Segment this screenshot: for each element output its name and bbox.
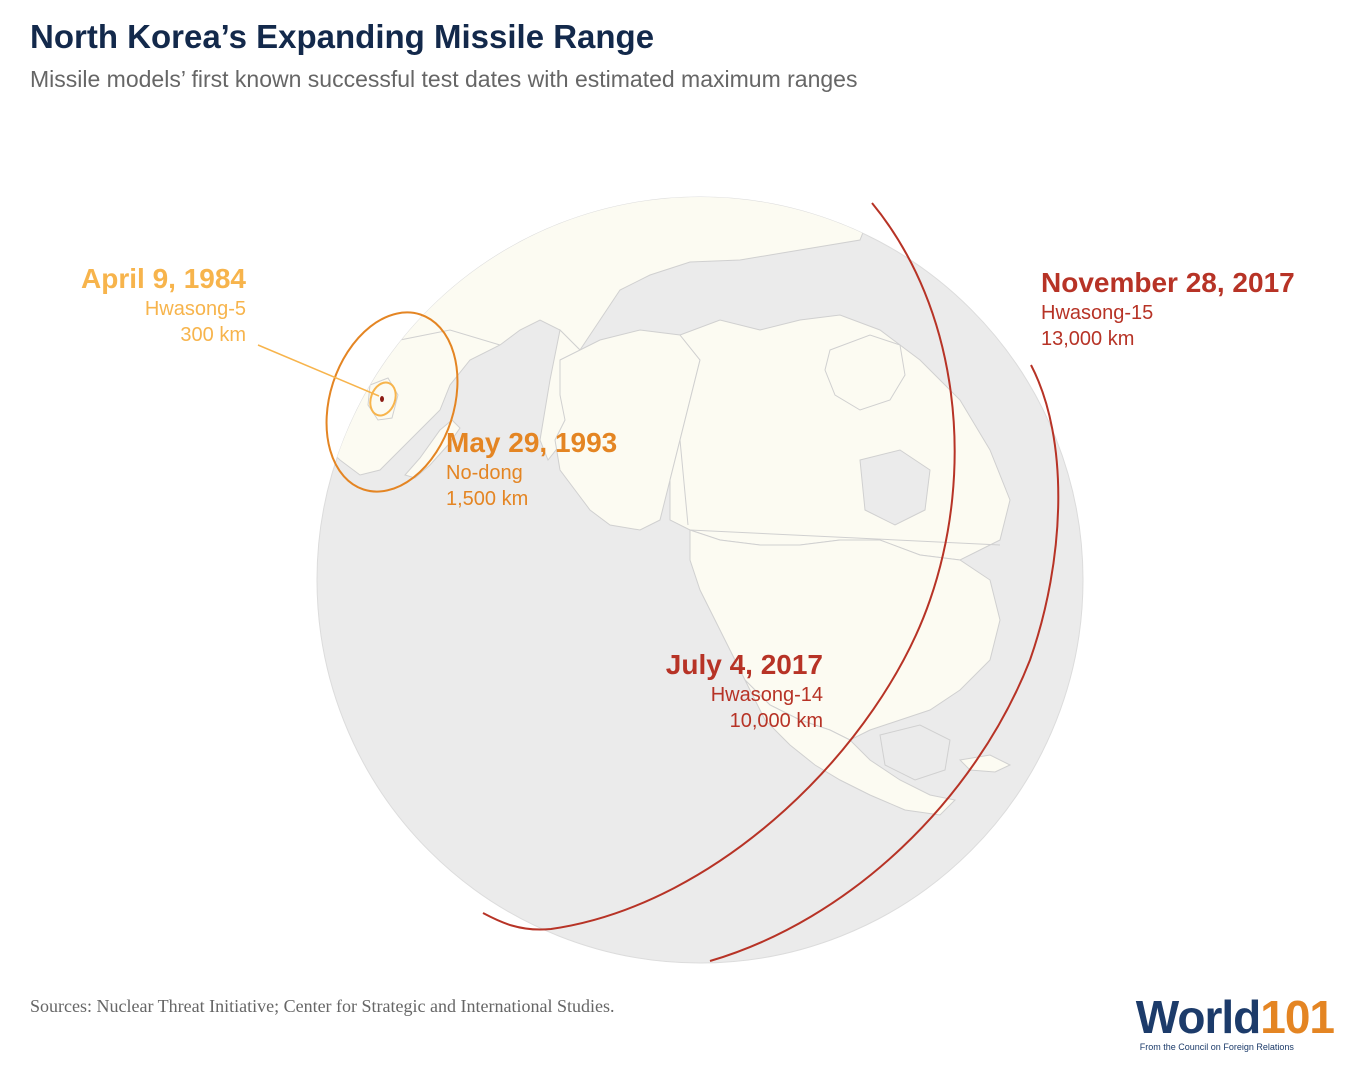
page-subtitle: Missile models’ first known successful t… bbox=[30, 66, 858, 92]
annotation-range: 300 km bbox=[180, 324, 246, 346]
annotation-date: November 28, 2017 bbox=[1041, 267, 1295, 298]
border-us-canada bbox=[689, 529, 1001, 546]
annotation-date: April 9, 1984 bbox=[81, 263, 246, 294]
annotation-date: May 29, 1993 bbox=[446, 427, 618, 458]
range-arc-hwasong-15 bbox=[709, 364, 1060, 962]
logo-tagline: From the Council on Foreign Relations bbox=[1139, 1042, 1294, 1052]
range-arc-hwasong-14 bbox=[482, 202, 956, 931]
annotation-range: 13,000 km bbox=[1041, 328, 1135, 350]
annotation-model: Hwasong-5 bbox=[144, 298, 246, 320]
range-ring-hwasong-5 bbox=[369, 381, 397, 417]
border-alaska bbox=[679, 439, 689, 526]
origin-marker bbox=[380, 396, 384, 402]
world101-logo: World101 From the Council on Foreign Rel… bbox=[1135, 991, 1335, 1053]
annotation-hwasong-5: April 9, 1984 Hwasong-5 300 km bbox=[81, 262, 246, 348]
annotation-model: No-dong bbox=[446, 462, 523, 484]
sources-note: Sources: Nuclear Threat Initiative; Cent… bbox=[30, 996, 615, 1016]
range-ring-no-dong bbox=[325, 311, 459, 493]
water-gulf bbox=[879, 724, 951, 781]
land-usa bbox=[689, 529, 1001, 741]
page-title: North Korea’s Expanding Missile Range bbox=[30, 18, 655, 55]
annotation-model: Hwasong-14 bbox=[710, 684, 823, 706]
annotation-model: Hwasong-15 bbox=[1041, 302, 1154, 324]
annotation-hwasong-14: July 4, 2017 Hwasong-14 10,000 km bbox=[666, 648, 823, 734]
land-mexico bbox=[744, 679, 957, 816]
land-greenland bbox=[824, 334, 906, 411]
logo-wordmark: World101 bbox=[1135, 991, 1335, 1043]
annotation-date: July 4, 2017 bbox=[665, 649, 823, 680]
annotation-no-dong: May 29, 1993 No-dong 1,500 km bbox=[446, 426, 617, 512]
annotation-range: 10,000 km bbox=[729, 710, 823, 732]
land-alaska bbox=[554, 329, 701, 531]
annotation-range: 1,500 km bbox=[446, 488, 529, 510]
leader-line-1984 bbox=[257, 344, 380, 397]
water-hudson-bay bbox=[859, 449, 931, 526]
logo-number: 101 bbox=[1260, 991, 1335, 1043]
annotation-hwasong-15: November 28, 2017 Hwasong-15 13,000 km bbox=[1041, 266, 1295, 352]
logo-world: World bbox=[1135, 991, 1261, 1043]
